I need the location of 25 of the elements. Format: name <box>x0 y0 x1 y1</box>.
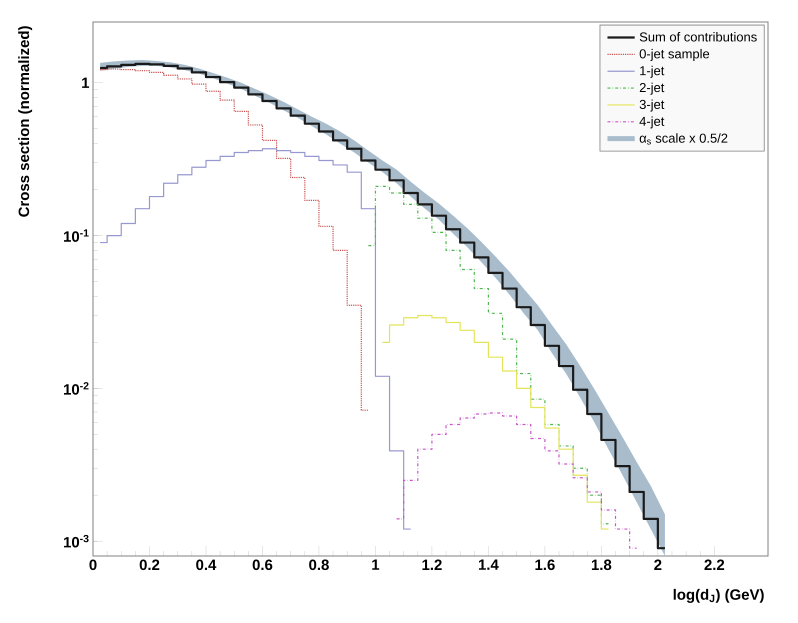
x-tick-label: 0.6 <box>252 560 272 570</box>
y-tick-label: 10$^{-3}$ <box>64 534 89 548</box>
legend-label: 2-jet <box>640 82 664 95</box>
y-axis-title: Cross section (normalized) <box>18 26 32 217</box>
x-tick-label: 0.2 <box>140 560 160 570</box>
x-tick-label: 1.4 <box>478 560 499 570</box>
x-tick-label: 0 <box>89 560 97 570</box>
y-tick-label: 10$^{-2}$ <box>64 382 89 395</box>
legend-label: 4-jet <box>639 116 664 128</box>
x-tick-label: 2.2 <box>704 560 724 570</box>
annotation: α$_{s}$ scale x 0.5/2 <box>640 133 728 145</box>
x-tick-label: 1 <box>372 560 380 570</box>
x-tick-label: 1.6 <box>535 560 555 570</box>
y-tick-label: 1 <box>82 78 90 88</box>
legend-label: 3-jet <box>640 100 664 112</box>
legend-label: Sum of contributions <box>640 32 757 42</box>
legend-label: 0-jet sample <box>640 48 710 61</box>
x-tick-label: 1.2 <box>422 560 442 570</box>
x-tick-label: 0.4 <box>196 560 216 570</box>
x-tick-label: 2 <box>654 560 662 570</box>
x-tick-label: 0.8 <box>309 560 329 570</box>
x-tick-label: 1.8 <box>592 560 612 570</box>
legend-label: 1-jet <box>640 66 664 78</box>
y-tick-label: 10$^{-1}$ <box>64 229 89 242</box>
x-axis-title: log(d$_{J}$) (GeV) <box>674 588 764 603</box>
